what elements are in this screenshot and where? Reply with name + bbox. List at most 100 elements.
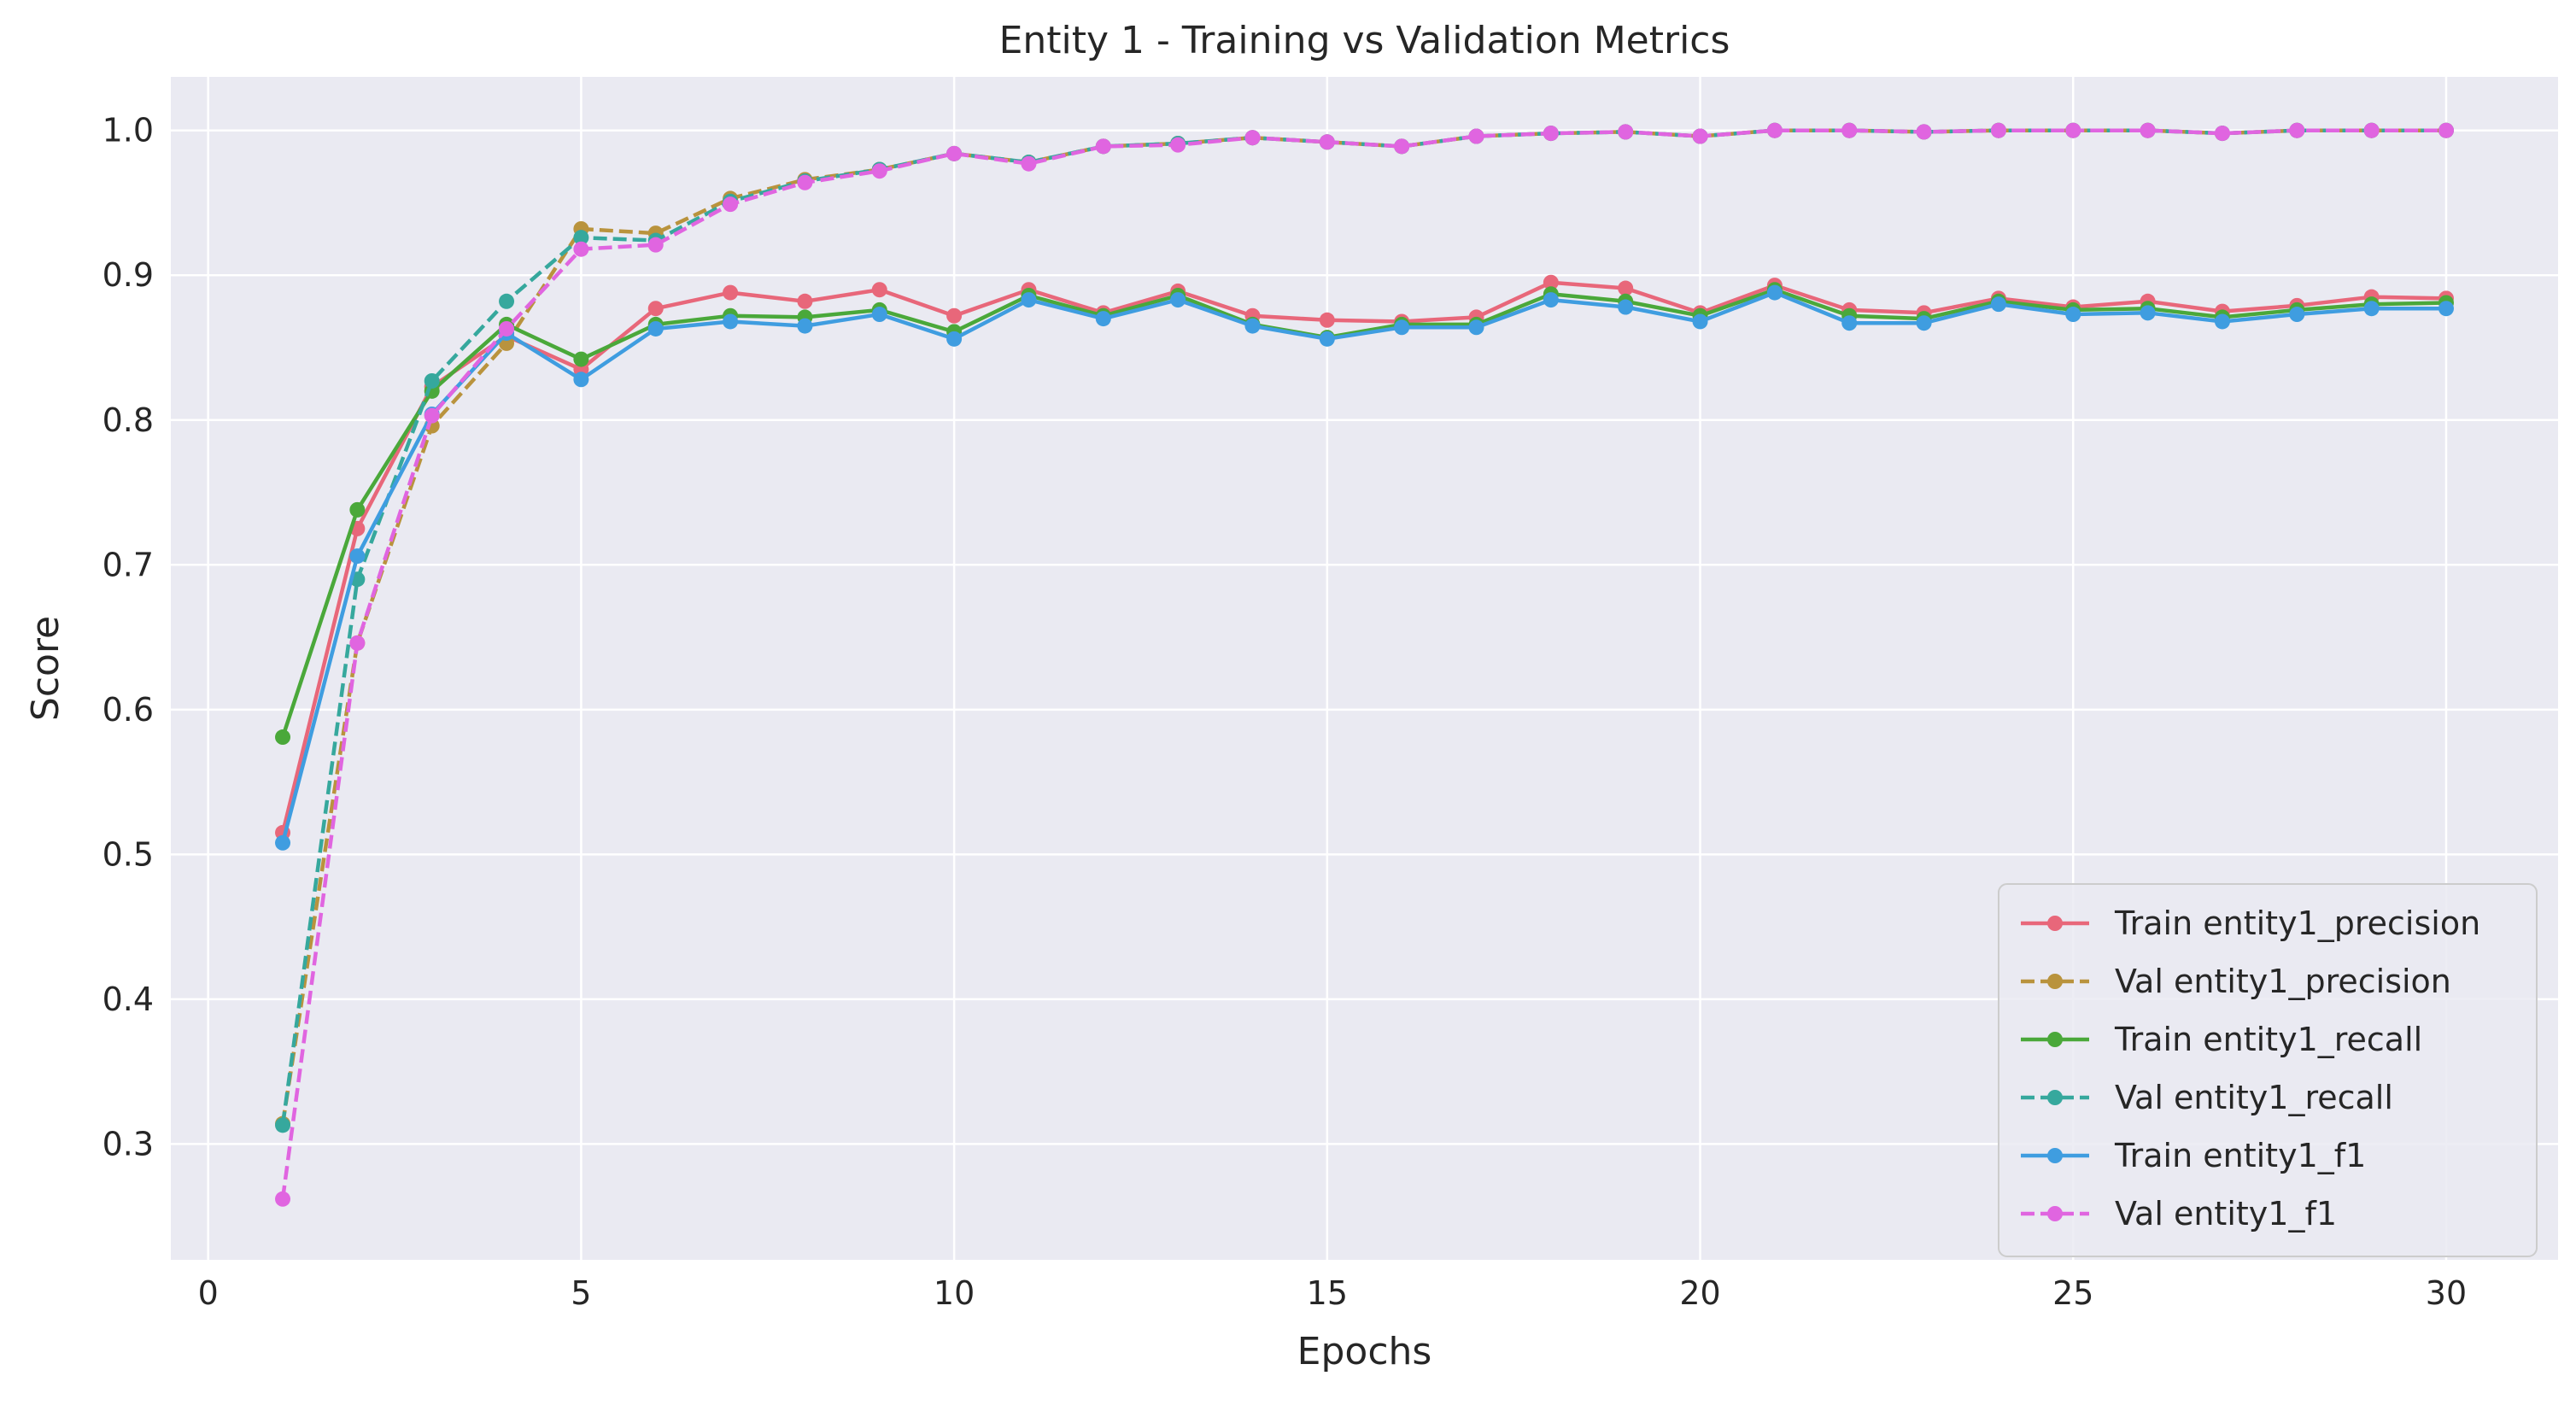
legend-label: Train entity1_recall bbox=[2114, 1021, 2422, 1058]
chart-title: Entity 1 - Training vs Validation Metric… bbox=[999, 19, 1730, 62]
y-tick-label: 1.0 bbox=[102, 112, 154, 149]
data-point bbox=[1543, 292, 1559, 308]
data-point bbox=[797, 293, 813, 309]
series-line bbox=[280, 280, 2447, 834]
data-point bbox=[723, 196, 739, 213]
data-point bbox=[1095, 138, 1111, 155]
legend-item: Val entity1_f1 bbox=[2021, 1195, 2337, 1232]
legend-marker bbox=[2047, 974, 2063, 989]
data-point bbox=[1692, 128, 1708, 144]
data-point bbox=[723, 284, 739, 301]
legend-item: Val entity1_recall bbox=[2021, 1079, 2393, 1116]
data-point bbox=[499, 320, 515, 337]
y-tick-label: 0.5 bbox=[102, 835, 154, 873]
legend-marker bbox=[2047, 916, 2063, 931]
data-point bbox=[2438, 122, 2454, 138]
data-point bbox=[1319, 331, 1335, 347]
legend-marker bbox=[2047, 1206, 2063, 1221]
data-point bbox=[2140, 305, 2156, 321]
data-point bbox=[1692, 313, 1708, 330]
data-point bbox=[1021, 155, 1037, 172]
data-point bbox=[2289, 307, 2305, 323]
y-tick-label: 0.9 bbox=[102, 256, 154, 294]
data-point bbox=[1244, 130, 1261, 146]
x-tick-label: 0 bbox=[198, 1274, 219, 1312]
data-point bbox=[871, 163, 887, 179]
data-point bbox=[1543, 126, 1559, 142]
data-point bbox=[1916, 124, 1932, 140]
data-point bbox=[946, 307, 963, 324]
series-line bbox=[280, 287, 2447, 738]
data-point bbox=[1021, 292, 1037, 308]
legend-item: Train entity1_precision bbox=[2021, 905, 2480, 942]
data-point bbox=[1766, 122, 1783, 138]
data-point bbox=[1468, 128, 1484, 144]
data-point bbox=[647, 237, 664, 253]
data-point bbox=[647, 320, 664, 337]
x-tick-label: 25 bbox=[2052, 1274, 2093, 1312]
data-point bbox=[275, 834, 291, 851]
data-point bbox=[1543, 274, 1559, 290]
data-point bbox=[573, 241, 589, 257]
data-point bbox=[1618, 299, 1634, 315]
data-point bbox=[1841, 122, 1858, 138]
data-point bbox=[1618, 280, 1634, 296]
data-point bbox=[1319, 134, 1335, 150]
data-point bbox=[573, 351, 589, 367]
x-tick-label: 30 bbox=[2426, 1274, 2467, 1312]
data-point bbox=[1841, 315, 1858, 331]
data-point bbox=[871, 307, 887, 323]
data-point bbox=[2363, 301, 2380, 317]
series-5 bbox=[275, 122, 2454, 1207]
legend-marker bbox=[2047, 1032, 2063, 1047]
data-point bbox=[797, 318, 813, 334]
x-tick-label: 15 bbox=[1307, 1274, 1348, 1312]
x-tick-label: 20 bbox=[1679, 1274, 1720, 1312]
data-point bbox=[1394, 319, 1410, 336]
data-point bbox=[647, 301, 664, 317]
data-point bbox=[1990, 122, 2006, 138]
legend-label: Val entity1_precision bbox=[2115, 963, 2451, 1000]
data-point bbox=[2289, 122, 2305, 138]
series-4 bbox=[275, 284, 2454, 851]
data-point bbox=[275, 729, 291, 746]
data-point bbox=[1319, 312, 1335, 328]
legend-label: Val entity1_f1 bbox=[2115, 1195, 2337, 1232]
data-point bbox=[1990, 296, 2006, 313]
legend-label: Train entity1_precision bbox=[2114, 905, 2480, 942]
data-point bbox=[2065, 307, 2081, 323]
data-point bbox=[2140, 122, 2156, 138]
data-point bbox=[499, 293, 515, 309]
data-point bbox=[871, 282, 887, 298]
data-point bbox=[2214, 126, 2230, 142]
data-point bbox=[573, 372, 589, 388]
data-point bbox=[1468, 319, 1484, 336]
data-point bbox=[946, 331, 963, 347]
data-point bbox=[1095, 311, 1111, 327]
legend-marker bbox=[2047, 1090, 2063, 1105]
data-point bbox=[349, 501, 366, 518]
series-line bbox=[280, 128, 2446, 1126]
y-axis-label: Score bbox=[24, 616, 67, 721]
y-tick-label: 0.6 bbox=[102, 691, 154, 729]
data-point bbox=[275, 1117, 291, 1133]
legend-marker bbox=[2047, 1148, 2063, 1163]
data-point bbox=[2214, 313, 2230, 330]
data-point bbox=[275, 1191, 291, 1207]
legend-item: Train entity1_f1 bbox=[2021, 1137, 2366, 1174]
data-point bbox=[424, 372, 440, 389]
series-line bbox=[280, 290, 2446, 844]
data-point bbox=[1618, 124, 1634, 140]
data-point bbox=[2438, 301, 2454, 317]
data-point bbox=[1394, 138, 1410, 155]
legend-label: Val entity1_recall bbox=[2115, 1079, 2393, 1116]
x-tick-label: 5 bbox=[571, 1274, 591, 1312]
series-layer bbox=[275, 122, 2454, 1207]
data-point bbox=[1170, 137, 1186, 153]
data-point bbox=[797, 174, 813, 190]
ticks: 0 5 10 15 20 25 30 0.3 0.4 0.5 0.6 0.7 0.8 0.9 1.0 bbox=[102, 112, 2468, 1312]
data-point bbox=[1766, 284, 1783, 301]
series-line bbox=[280, 128, 2446, 1200]
legend: Train entity1_precision Val entity1_preci… bbox=[1998, 883, 2538, 1257]
y-tick-label: 0.8 bbox=[102, 401, 154, 439]
